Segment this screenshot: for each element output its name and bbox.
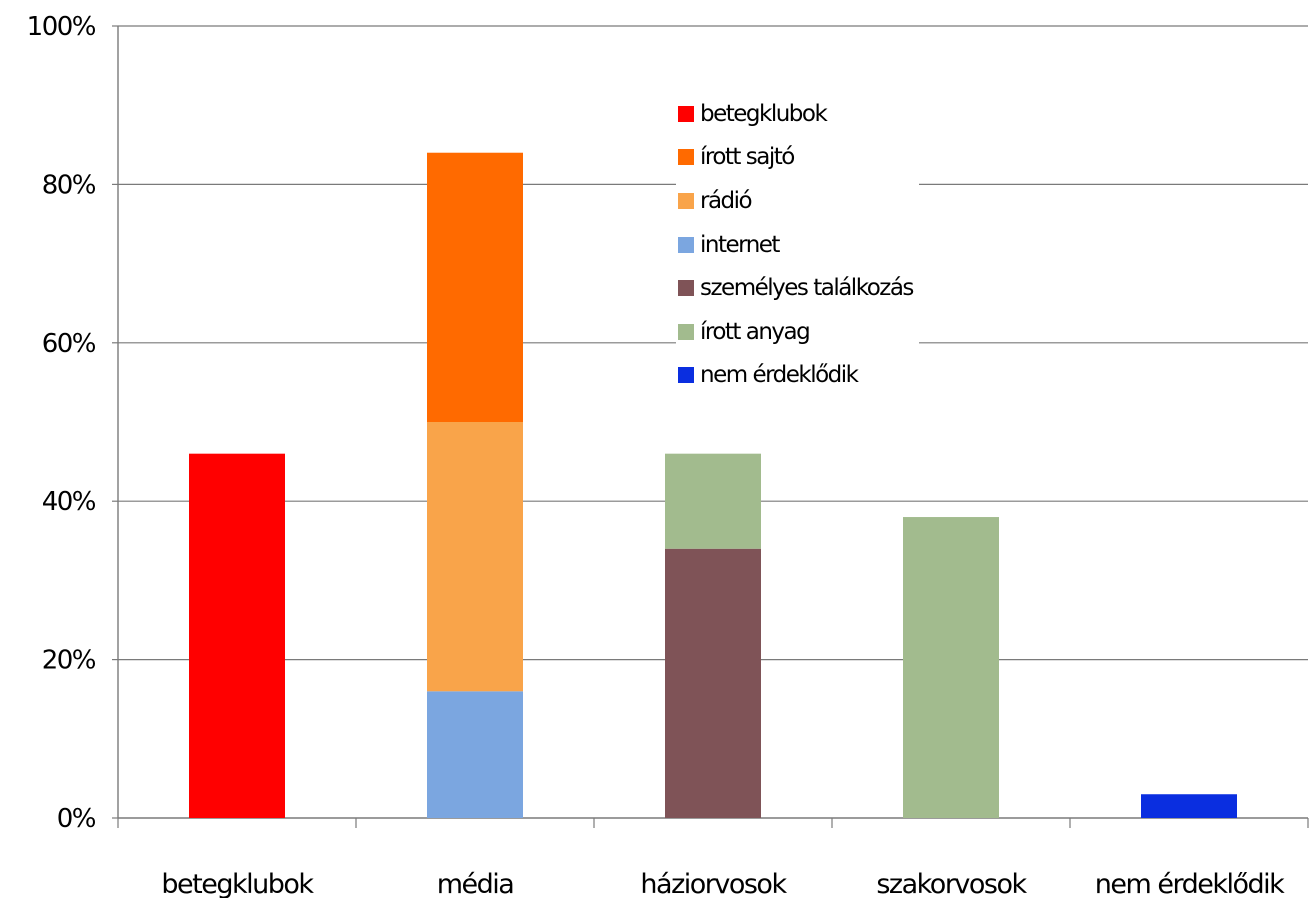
legend-item: személyes találkozás <box>678 266 914 310</box>
y-tick-label: 60% <box>42 329 96 359</box>
y-tick-label: 40% <box>42 487 96 517</box>
x-category-label: betegklubok <box>161 869 314 898</box>
legend-swatch <box>678 367 694 384</box>
legend-swatch <box>678 149 694 166</box>
legend-label: betegklubok <box>700 100 828 127</box>
x-category-label: nem érdeklődik <box>1095 869 1285 898</box>
legend-swatch <box>678 105 694 122</box>
legend-item: nem érdeklődik <box>678 354 913 398</box>
y-tick-label: 20% <box>42 646 96 676</box>
legend-label: személyes találkozás <box>700 275 914 302</box>
bar-segment <box>427 422 523 692</box>
legend-label: internet <box>700 231 780 258</box>
legend-label: írott anyag <box>700 318 811 345</box>
y-tick-label: 80% <box>42 170 96 200</box>
legend-swatch <box>678 280 694 297</box>
chart-legend: betegklubok írott sajtó rádió internet szemé… <box>676 90 919 400</box>
legend-item: rádió <box>678 179 913 223</box>
legend-label: nem érdeklődik <box>700 362 859 389</box>
legend-label: rádió <box>700 187 753 214</box>
legend-label: írott sajtó <box>700 144 795 171</box>
x-category-label: média <box>437 869 514 898</box>
legend-item: írott sajtó <box>678 136 913 180</box>
legend-swatch <box>678 323 694 340</box>
y-tick-label: 0% <box>57 804 96 834</box>
y-tick-label: 100% <box>27 12 96 42</box>
bar-segment <box>427 691 523 818</box>
x-category-label: háziorvosok <box>640 869 787 898</box>
legend-swatch <box>678 192 694 209</box>
bar-segment <box>189 453 285 818</box>
bar-segment <box>427 152 523 422</box>
bar-segment <box>903 517 999 818</box>
bar-segment <box>665 548 761 818</box>
bar-segment <box>1141 794 1237 818</box>
x-category-label: szakorvosok <box>876 869 1027 898</box>
bar-segment <box>665 453 761 549</box>
legend-item: írott anyag <box>678 310 913 354</box>
legend-swatch <box>678 236 694 253</box>
legend-item: internet <box>678 223 913 267</box>
legend-item: betegklubok <box>678 92 913 136</box>
